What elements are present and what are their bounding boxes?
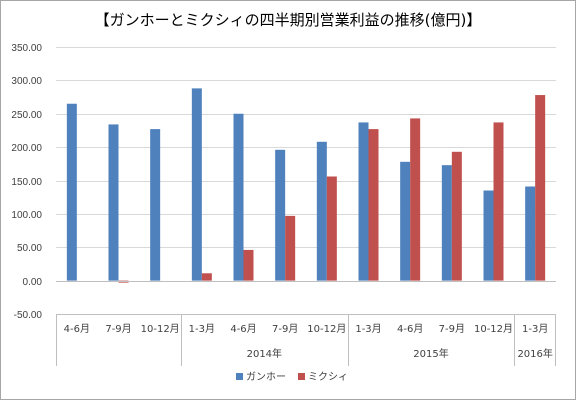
bars: [66, 88, 546, 283]
bar: [275, 149, 286, 281]
y-tick-label: 150.00: [11, 177, 42, 188]
bar: [535, 95, 546, 281]
bar: [285, 215, 296, 281]
bar: [525, 186, 536, 281]
group-label: 2015年: [413, 347, 448, 360]
x-tick-label: 4-6月: [397, 323, 423, 335]
x-tick-label: 10-12月: [474, 323, 513, 335]
legend-label: ガンホー: [246, 371, 286, 383]
bar: [243, 249, 254, 281]
bar: [358, 122, 369, 281]
bar: [326, 176, 337, 281]
bar: [316, 141, 327, 281]
x-tick-label: 1-3月: [189, 323, 215, 335]
y-tick-label: 250.00: [11, 110, 42, 121]
bar: [150, 129, 161, 281]
y-tick-label: 300.00: [11, 76, 42, 87]
legend: ガンホー ミクシィ: [236, 371, 348, 383]
x-tick-label: 7-9月: [439, 323, 465, 335]
y-tick-label: 350.00: [11, 43, 42, 54]
bar: [368, 129, 379, 281]
bar: [400, 161, 411, 281]
x-tick-label: 1-3月: [522, 323, 548, 335]
legend-swatch: [236, 373, 243, 380]
group-label: 2016年: [517, 347, 552, 360]
x-tick-label: 10-12月: [307, 323, 346, 335]
bar: [233, 113, 244, 281]
bar: [66, 103, 77, 281]
bar: [483, 190, 494, 281]
legend-label: ミクシィ: [308, 371, 348, 383]
group-label: 2014年: [247, 347, 282, 360]
bar: [493, 122, 504, 281]
x-tick-label: 4-6月: [64, 323, 90, 335]
x-tick-label: 7-9月: [272, 323, 298, 335]
y-tick-label: -50.00: [14, 310, 43, 321]
x-tick-label: 4-6月: [230, 323, 256, 335]
chart-title: 【ガンホーとミクシィの四半期別営業利益の推移(億円)】: [94, 11, 482, 29]
gridlines: [56, 47, 556, 315]
bar: [191, 88, 202, 281]
bar: [410, 118, 421, 281]
axes: -50.00 0.00 50.00 100.00 150.00 200.00 250.00 3…: [11, 43, 556, 366]
y-tick-label: 100.00: [11, 210, 42, 221]
legend-swatch: [298, 373, 305, 380]
y-tick-label: 0.00: [23, 277, 43, 288]
bar: [108, 124, 119, 281]
bar: [451, 151, 462, 281]
y-tick-label: 50.00: [17, 243, 42, 254]
x-tick-label: 1-3月: [355, 323, 381, 335]
y-tick-label: 200.00: [11, 143, 42, 154]
bar: [201, 273, 212, 281]
x-tick-label: 7-9月: [105, 323, 131, 335]
bar: [441, 165, 452, 281]
x-tick-label: 10-12月: [141, 323, 180, 335]
